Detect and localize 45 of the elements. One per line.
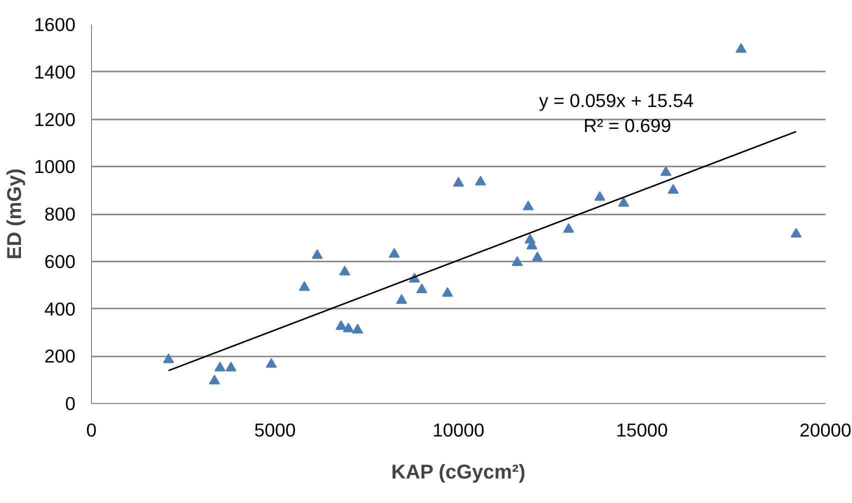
point xyxy=(266,358,277,368)
point xyxy=(442,287,453,297)
y-tick-label: 1400 xyxy=(34,61,76,82)
point xyxy=(214,362,226,372)
point xyxy=(208,374,220,384)
point xyxy=(225,362,236,372)
point xyxy=(312,249,323,259)
y-tick-label: 600 xyxy=(44,250,76,272)
y-axis-title: ED (mGy) xyxy=(4,168,26,260)
y-tick-label: 1000 xyxy=(34,156,76,178)
point xyxy=(342,322,354,332)
point xyxy=(163,353,174,364)
annotation: R² = 0.699 xyxy=(584,114,672,136)
x-tick-label: 20000 xyxy=(800,420,852,440)
x-tick-label: 15000 xyxy=(616,420,668,440)
point xyxy=(522,200,534,210)
point xyxy=(668,184,679,194)
point xyxy=(660,166,672,176)
x-axis-title: KAP (cGycm²) xyxy=(391,462,526,484)
point xyxy=(396,294,408,304)
y-tick-label: 1600 xyxy=(34,14,76,35)
x-tick-label: 0 xyxy=(86,420,97,440)
point xyxy=(736,43,747,53)
y-tick-label: 1200 xyxy=(34,108,76,130)
point xyxy=(475,176,486,186)
point xyxy=(388,248,400,258)
point xyxy=(563,223,574,233)
point xyxy=(790,228,802,238)
point xyxy=(416,284,428,294)
point xyxy=(352,324,364,334)
y-tick-label: 0 xyxy=(65,393,76,414)
y-tick-label: 200 xyxy=(44,346,76,367)
point xyxy=(532,252,543,262)
point xyxy=(339,266,350,276)
y-tick-label: 400 xyxy=(44,298,76,320)
annotation: y = 0.059x + 15.54 xyxy=(539,90,694,111)
x-tick-label: 10000 xyxy=(432,420,484,440)
point xyxy=(298,281,310,291)
point xyxy=(618,197,630,207)
point xyxy=(453,176,464,187)
point xyxy=(336,320,347,330)
point xyxy=(594,191,606,201)
point xyxy=(512,256,523,266)
x-tick-label: 5000 xyxy=(254,420,296,440)
y-tick-label: 800 xyxy=(44,204,76,224)
